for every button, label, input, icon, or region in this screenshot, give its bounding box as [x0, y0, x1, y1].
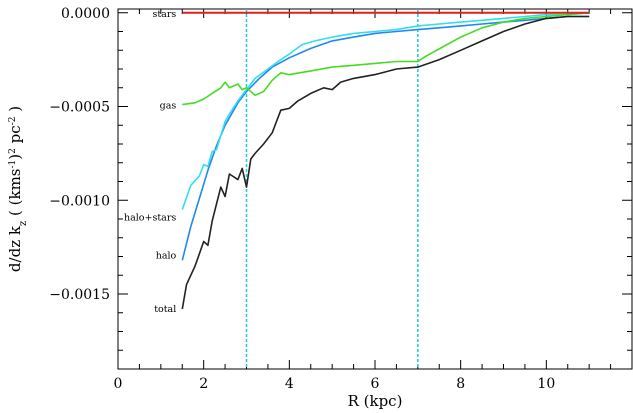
y-tick-label: −0.0010: [49, 193, 110, 209]
y-axis-label-open: ( (kms: [6, 168, 24, 220]
series-line-halo-stars: [181, 12, 590, 210]
x-tick-label: 6: [371, 376, 380, 392]
y-axis-label-close: ): [6, 106, 24, 117]
series-lines: [181, 11, 590, 310]
axis-ticks: [117, 9, 633, 370]
y-axis-label-mid: ): [6, 154, 24, 160]
y-axis-label-unit: pc: [6, 125, 24, 148]
x-tick-label: 8: [456, 376, 465, 392]
x-tick-label: 0: [114, 376, 123, 392]
series-label-gas: gas: [160, 101, 177, 112]
x-tick-label: 2: [199, 376, 208, 392]
series-label-total: total: [154, 304, 176, 315]
y-tick-label: 0.0000: [61, 6, 110, 22]
y-tick-label: −0.0015: [49, 287, 110, 303]
x-axis-label: R (kpc): [348, 392, 403, 410]
y-axis-label-sub: z: [18, 221, 29, 226]
series-line-total: [181, 15, 590, 310]
series-label-halo-stars: halo+stars: [124, 213, 176, 224]
y-axis-label-main: d/dz k: [6, 225, 24, 272]
x-tick-label: 4: [285, 376, 294, 392]
series-label-stars: stars: [152, 9, 176, 20]
series-line-gas: [182, 12, 590, 106]
y-tick-label: −0.0005: [49, 100, 110, 116]
y-axis-label-sup1: -1: [8, 160, 18, 169]
series-labels: stars gas halo+stars halo total: [124, 9, 177, 315]
y-axis-label: d/dz kz ( (kms-1)2 pc-2 ): [6, 106, 29, 272]
y-tick-labels: 0.0000 −0.0005 −0.0010 −0.0015: [49, 6, 110, 303]
series-label-halo: halo: [156, 250, 177, 261]
x-tick-label: 10: [537, 376, 555, 392]
x-tick-labels: 0 2 4 6 8 10: [114, 376, 556, 392]
vertical-reference-lines: [245, 9, 419, 369]
y-axis-label-sup3: -2: [8, 117, 18, 126]
y-axis-label-sup2: 2: [8, 148, 18, 154]
series-line-halo: [181, 15, 590, 261]
